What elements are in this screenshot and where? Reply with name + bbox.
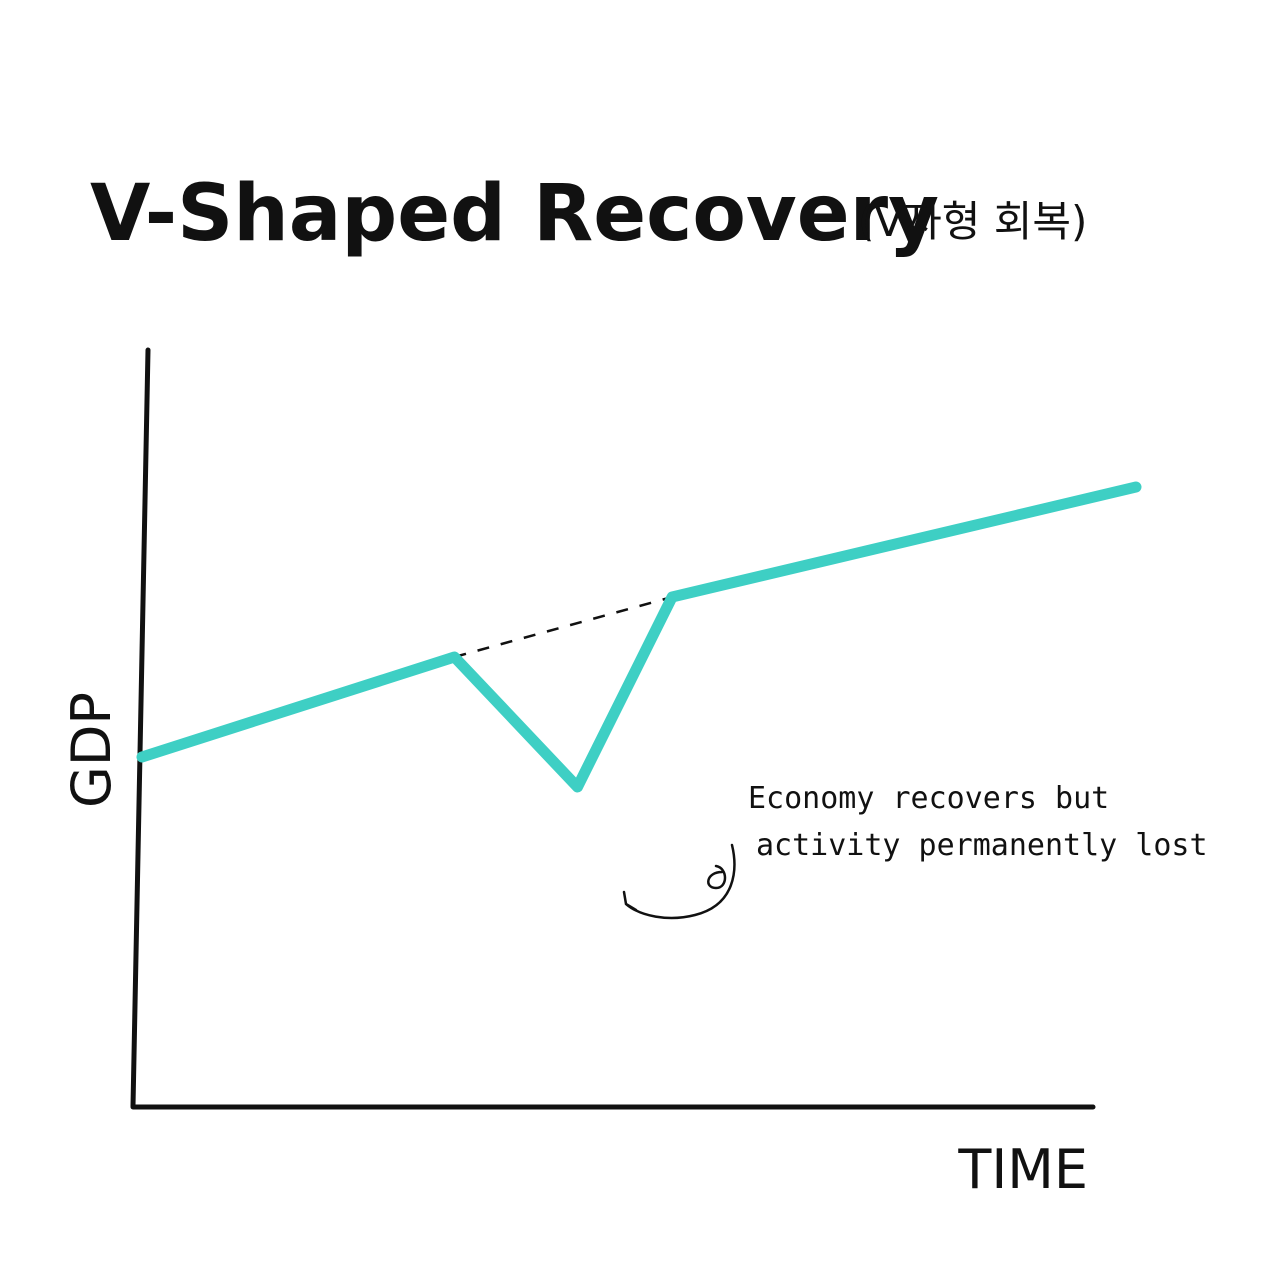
chart-title: V-Shaped Recovery xyxy=(90,169,939,259)
chart-subtitle: (V자형 회복) xyxy=(858,197,1087,246)
x-axis-label: TIME xyxy=(957,1138,1088,1201)
gdp-series-line xyxy=(136,481,1142,793)
arrow-loop-icon xyxy=(707,864,727,890)
annotation-line-2: activity permanently lost xyxy=(756,828,1208,863)
curved-arrow-icon xyxy=(622,843,736,920)
y-axis-label: GDP xyxy=(60,692,123,808)
plot-area xyxy=(136,481,1142,793)
annotation-line-1: Economy recovers but xyxy=(748,781,1109,816)
y-axis xyxy=(130,347,151,1109)
trend-dashed-line xyxy=(454,595,673,659)
